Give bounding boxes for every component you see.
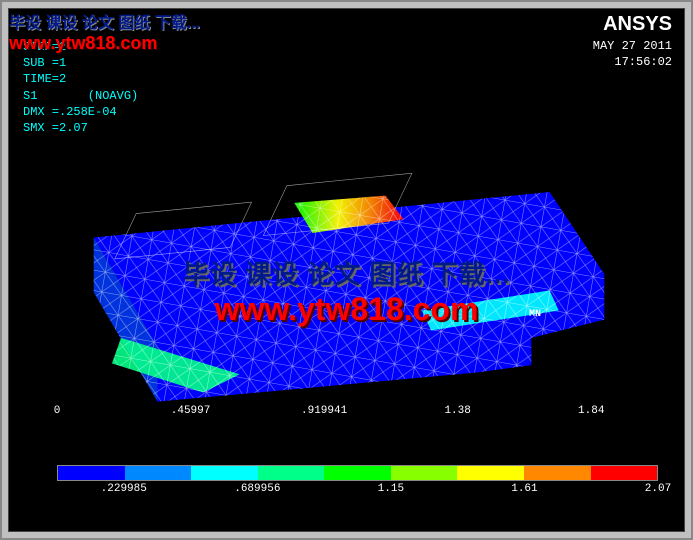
watermark-center-title: 毕设 课设 论文 图纸 下载...	[9, 254, 684, 291]
legend-segment	[324, 466, 391, 480]
legend-segment	[191, 466, 258, 480]
legend-tick: .689956	[234, 483, 280, 495]
legend-segment	[591, 466, 658, 480]
timestamp: MAY 27 2011 17:56:02	[593, 39, 672, 70]
legend-segment	[391, 466, 458, 480]
legend-segment	[524, 466, 591, 480]
legend-segment	[125, 466, 192, 480]
legend-tick: 1.84	[578, 405, 604, 417]
app-frame: ANSYS MAY 27 2011 17:56:02 STEP=2 SUB =1…	[0, 0, 693, 540]
watermark-center: 毕设 课设 论文 图纸 下载... www.ytw818.com	[9, 254, 684, 328]
legend-bar	[57, 465, 658, 481]
ansys-logo: ANSYS	[603, 13, 672, 36]
graphics-viewport[interactable]: ANSYS MAY 27 2011 17:56:02 STEP=2 SUB =1…	[8, 8, 685, 532]
watermark-center-url: www.ytw818.com	[9, 291, 684, 328]
legend-tick: 1.15	[378, 483, 404, 495]
watermark-title: 毕设 课设 论文 图纸 下载...	[9, 9, 200, 33]
legend-ticks-upper: 0.45997.9199411.381.84	[57, 437, 658, 465]
legend-ticks-lower: .229985.6899561.151.612.07	[57, 481, 658, 509]
legend-tick: 1.38	[444, 405, 470, 417]
watermark-top: 毕设 课设 论文 图纸 下载... www.ytw818.com	[9, 9, 200, 54]
color-legend: 0.45997.9199411.381.84 .229985 .689956 1.1…	[57, 437, 658, 509]
time-text: 17:56:02	[593, 55, 672, 71]
date-text: MAY 27 2011	[593, 39, 672, 55]
legend-tick: .919941	[301, 405, 347, 417]
max-marker: MX	[359, 149, 371, 160]
legend-tick: 1.61	[511, 483, 537, 495]
legend-segment	[258, 466, 325, 480]
legend-segment	[457, 466, 524, 480]
watermark-url: www.ytw818.com	[9, 33, 200, 54]
legend-tick: .45997	[171, 405, 211, 417]
legend-tick: .229985	[101, 483, 147, 495]
legend-tick: 0	[54, 405, 61, 417]
legend-tick: 2.07	[645, 483, 671, 495]
legend-segment	[58, 466, 125, 480]
